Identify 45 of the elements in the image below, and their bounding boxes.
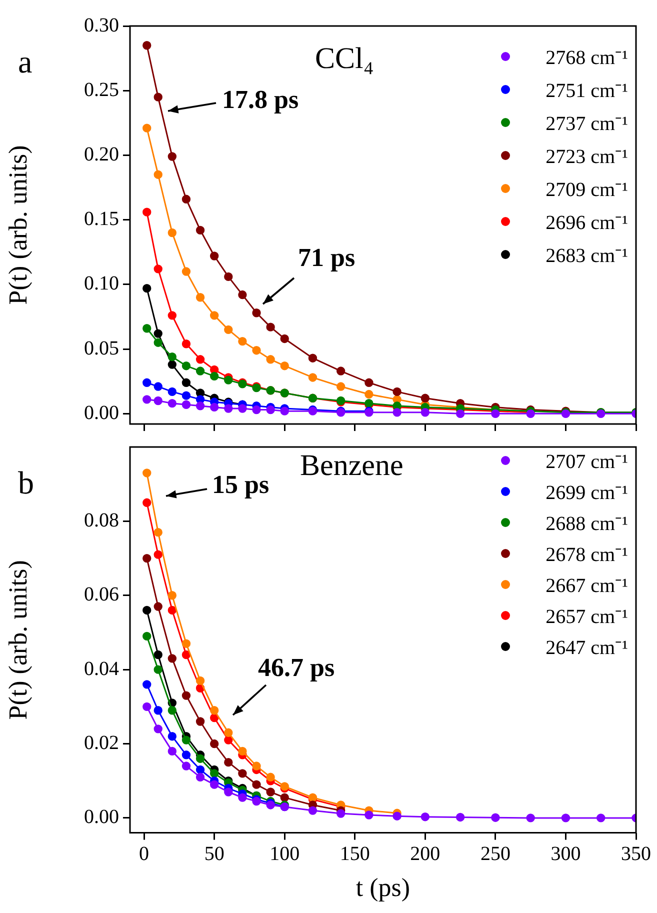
y-tick-label: 0.05: [84, 337, 119, 360]
y-axis-title: P(t) (arb. units): [3, 145, 32, 305]
x-tick-label: 350: [621, 843, 651, 866]
x-tick-label: 50: [204, 843, 224, 866]
annotation: 15 ps: [212, 470, 270, 499]
legend-label: 2657 cm⁻¹: [546, 605, 628, 629]
x-tick-label: 250: [480, 843, 510, 866]
x-tick-label: 150: [340, 843, 370, 866]
y-tick-label: 0.15: [84, 208, 119, 230]
text: b: [18, 464, 34, 500]
annotation: 17.8 ps: [222, 85, 299, 114]
x-tick-label: 0: [139, 843, 150, 866]
y-tick-label: 0.00: [84, 402, 119, 424]
annotation: 71 ps: [298, 243, 356, 272]
x-tick-label: 200: [410, 843, 440, 866]
legend-label: 2707 cm⁻¹: [546, 450, 628, 474]
legend-label: 2688 cm⁻¹: [546, 512, 628, 536]
legend-label: 2667 cm⁻¹: [546, 574, 628, 598]
legend-label: 2696 cm⁻¹: [546, 211, 628, 235]
y-tick-label: 0.25: [84, 78, 119, 101]
legend-label: 2709 cm⁻¹: [546, 178, 628, 202]
annotation: Benzene: [300, 449, 404, 482]
y-tick-label: 0.00: [84, 806, 119, 828]
annotation: CCl₄: [315, 42, 374, 75]
legend-label: 2751 cm⁻¹: [546, 79, 628, 103]
legend-label: 2768 cm⁻¹: [546, 46, 628, 70]
legend-label: 2647 cm⁻¹: [546, 636, 628, 660]
y-tick-label: 0.08: [84, 509, 119, 532]
text: a: [18, 43, 32, 80]
legend-label: 2723 cm⁻¹: [546, 145, 628, 169]
x-tick-label: 300: [550, 843, 581, 866]
x-axis-title: t (ps): [356, 873, 410, 902]
y-tick-label: 0.10: [84, 272, 119, 295]
y-tick-label: 0.20: [84, 143, 119, 166]
y-tick-label: 0.06: [84, 584, 119, 606]
legend-label: 2699 cm⁻¹: [546, 481, 628, 505]
y-axis-title: P(t) (arb. units): [3, 560, 32, 720]
y-tick-label: 0.04: [84, 658, 119, 680]
y-tick-label: 0.30: [84, 14, 119, 36]
legend-label: 2678 cm⁻¹: [546, 543, 628, 567]
x-tick-label: 100: [270, 843, 300, 866]
legend-label: 2737 cm⁻¹: [546, 112, 628, 136]
y-tick-label: 0.02: [84, 732, 119, 754]
annotation: 46.7 ps: [258, 653, 335, 682]
legend-label: 2683 cm⁻¹: [546, 244, 628, 268]
